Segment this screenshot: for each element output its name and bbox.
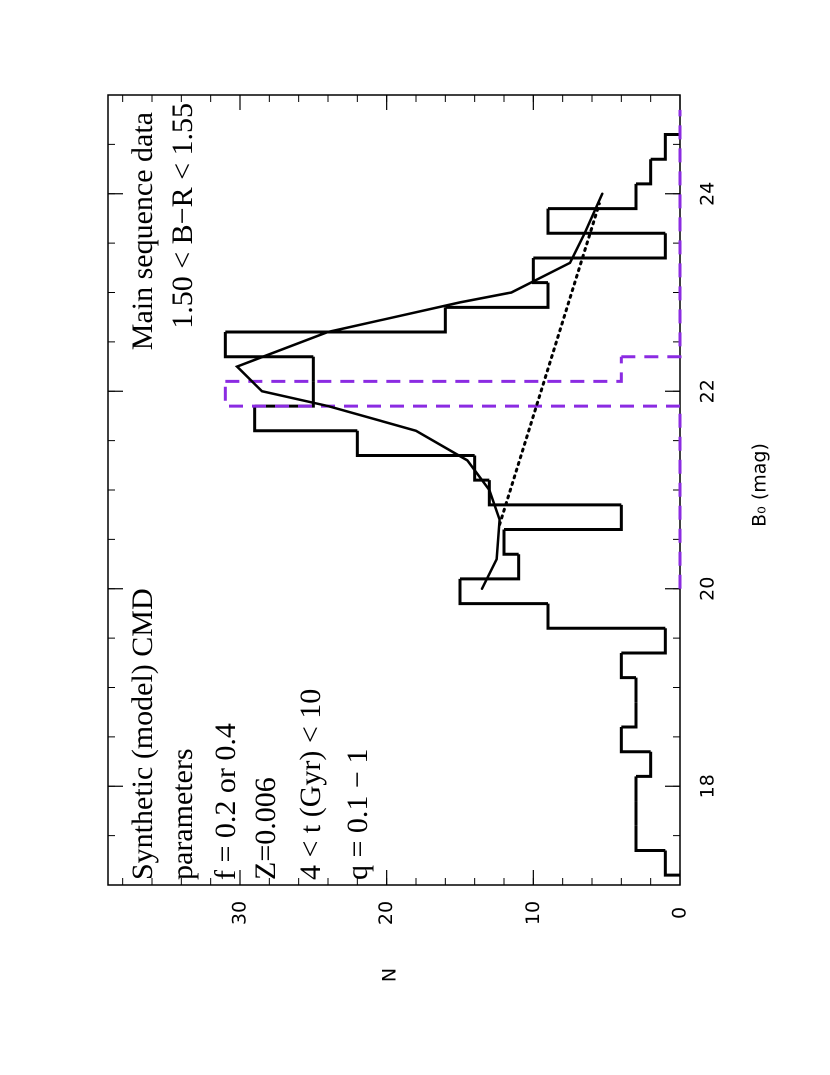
x-axis-label: B₀ (mag) — [749, 443, 771, 527]
histogram-bin — [663, 850, 680, 877]
fit-curve — [234, 192, 604, 590]
histogram-bin — [355, 430, 475, 457]
annotation: Z=0.006 — [249, 777, 282, 880]
y-tick-label: 10 — [522, 901, 544, 925]
y-axis-label: N — [379, 968, 401, 982]
histogram-bin — [619, 727, 651, 754]
histogram-bin — [636, 159, 653, 186]
annotation: 4 < t (Gyr) < 10 — [294, 689, 327, 880]
histogram-bin — [223, 332, 314, 359]
x-tick-label: 18 — [697, 774, 719, 798]
histogram-bin — [636, 751, 653, 778]
x-tick-label: 22 — [697, 379, 719, 403]
annotation: Main sequence data — [126, 112, 159, 350]
annotation: q = 0.1 − 1 — [341, 749, 374, 880]
x-tick-label: 24 — [697, 182, 719, 206]
histogram-bin — [253, 406, 358, 433]
annotation: Synthetic (model) CMD — [126, 588, 159, 880]
histogram-bin — [460, 554, 521, 581]
histogram-bin — [504, 504, 623, 531]
y-tick-label: 0 — [669, 907, 691, 919]
histogram-bin — [619, 652, 636, 680]
histogram-bin — [502, 529, 519, 556]
histogram-bin — [473, 455, 490, 482]
histogram-bin — [458, 578, 548, 606]
annotation: parameters — [166, 748, 199, 880]
histogram-bin — [533, 233, 667, 260]
annotation: f = 0.2 or 0.4 — [209, 723, 242, 880]
x-tick-label: 20 — [697, 577, 719, 601]
histogram-bin — [487, 480, 622, 507]
histogram-bin — [621, 702, 638, 729]
histogram-bin — [225, 307, 447, 334]
histogram-bin — [621, 628, 667, 655]
histogram-bin — [223, 381, 680, 408]
histogram-bin — [445, 282, 550, 309]
histogram-bin — [254, 381, 315, 408]
histogram-bin — [650, 133, 680, 161]
histogram-bin — [548, 183, 638, 211]
histogram-bin — [546, 208, 666, 235]
annotation: 1.50 < B−R < 1.55 — [166, 103, 199, 329]
histogram-bin — [225, 356, 623, 383]
histogram-bin — [634, 825, 666, 852]
histogram-bin — [546, 603, 666, 630]
y-tick-label: 30 — [229, 901, 251, 925]
dotted-line — [498, 202, 601, 527]
histogram-bin — [621, 109, 682, 359]
y-tick-label: 20 — [375, 901, 397, 925]
